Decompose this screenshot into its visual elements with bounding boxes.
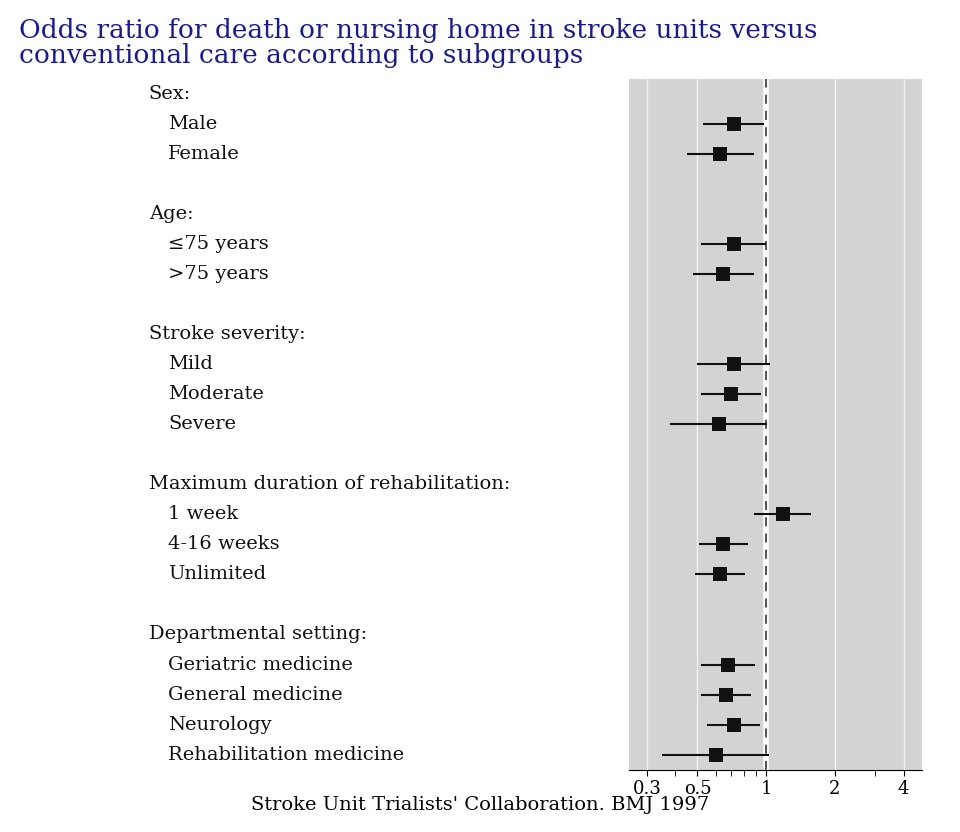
Text: Rehabilitation medicine: Rehabilitation medicine [168,745,404,764]
Point [726,237,741,250]
Text: Departmental setting:: Departmental setting: [149,626,367,643]
Text: Odds ratio for death or nursing home in stroke units versus: Odds ratio for death or nursing home in … [19,18,818,43]
Text: ≤75 years: ≤75 years [168,235,269,253]
Text: Stroke Unit Trialists' Collaboration. BMJ 1997: Stroke Unit Trialists' Collaboration. BM… [251,795,709,814]
Text: Severe: Severe [168,415,236,433]
Text: Sex:: Sex: [149,85,191,103]
Point [723,388,738,401]
Text: >75 years: >75 years [168,265,269,283]
Text: Male: Male [168,115,217,133]
Text: Maximum duration of rehabilitation:: Maximum duration of rehabilitation: [149,475,510,493]
Point [726,718,741,731]
Text: 4-16 weeks: 4-16 weeks [168,536,279,553]
Point [726,358,741,371]
Text: conventional care according to subgroups: conventional care according to subgroups [19,43,584,68]
Text: Age:: Age: [149,206,193,223]
Point [720,658,735,671]
Point [712,147,728,161]
Text: Neurology: Neurology [168,716,272,734]
Text: Unlimited: Unlimited [168,566,266,583]
Text: General medicine: General medicine [168,686,343,704]
Point [716,537,732,551]
Point [708,748,723,761]
Point [719,688,734,701]
Point [775,508,790,521]
Point [716,268,732,281]
Text: Stroke severity:: Stroke severity: [149,325,305,344]
Text: Geriatric medicine: Geriatric medicine [168,656,353,674]
Point [712,567,728,581]
Text: Female: Female [168,145,240,163]
Point [726,117,741,131]
Text: 1 week: 1 week [168,505,238,523]
Text: Moderate: Moderate [168,385,264,404]
Text: Mild: Mild [168,355,213,374]
Point [711,418,727,431]
